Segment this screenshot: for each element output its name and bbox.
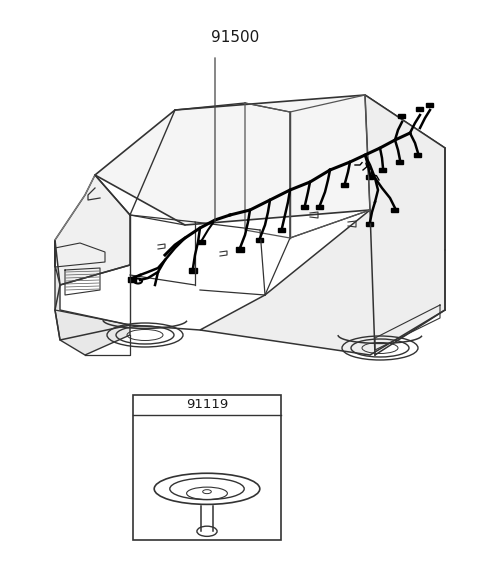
Bar — [316, 205, 323, 209]
Bar — [301, 205, 308, 209]
Bar — [398, 114, 405, 118]
Text: 91500: 91500 — [211, 31, 259, 45]
Bar — [414, 153, 421, 157]
Polygon shape — [55, 175, 130, 285]
Bar — [366, 222, 373, 226]
Bar — [198, 240, 205, 244]
Bar — [133, 395, 281, 540]
Bar — [396, 160, 403, 164]
Bar — [236, 247, 244, 252]
Bar — [278, 228, 285, 232]
Bar — [189, 268, 197, 273]
Bar — [366, 175, 373, 179]
Bar — [128, 277, 136, 282]
Bar — [379, 168, 386, 172]
Polygon shape — [200, 95, 445, 355]
Polygon shape — [95, 95, 445, 225]
Bar — [416, 107, 423, 111]
Polygon shape — [55, 240, 130, 355]
Bar — [256, 238, 263, 242]
Bar — [426, 103, 433, 107]
Text: 91119: 91119 — [186, 398, 228, 411]
Bar — [341, 183, 348, 187]
Bar — [391, 208, 398, 212]
